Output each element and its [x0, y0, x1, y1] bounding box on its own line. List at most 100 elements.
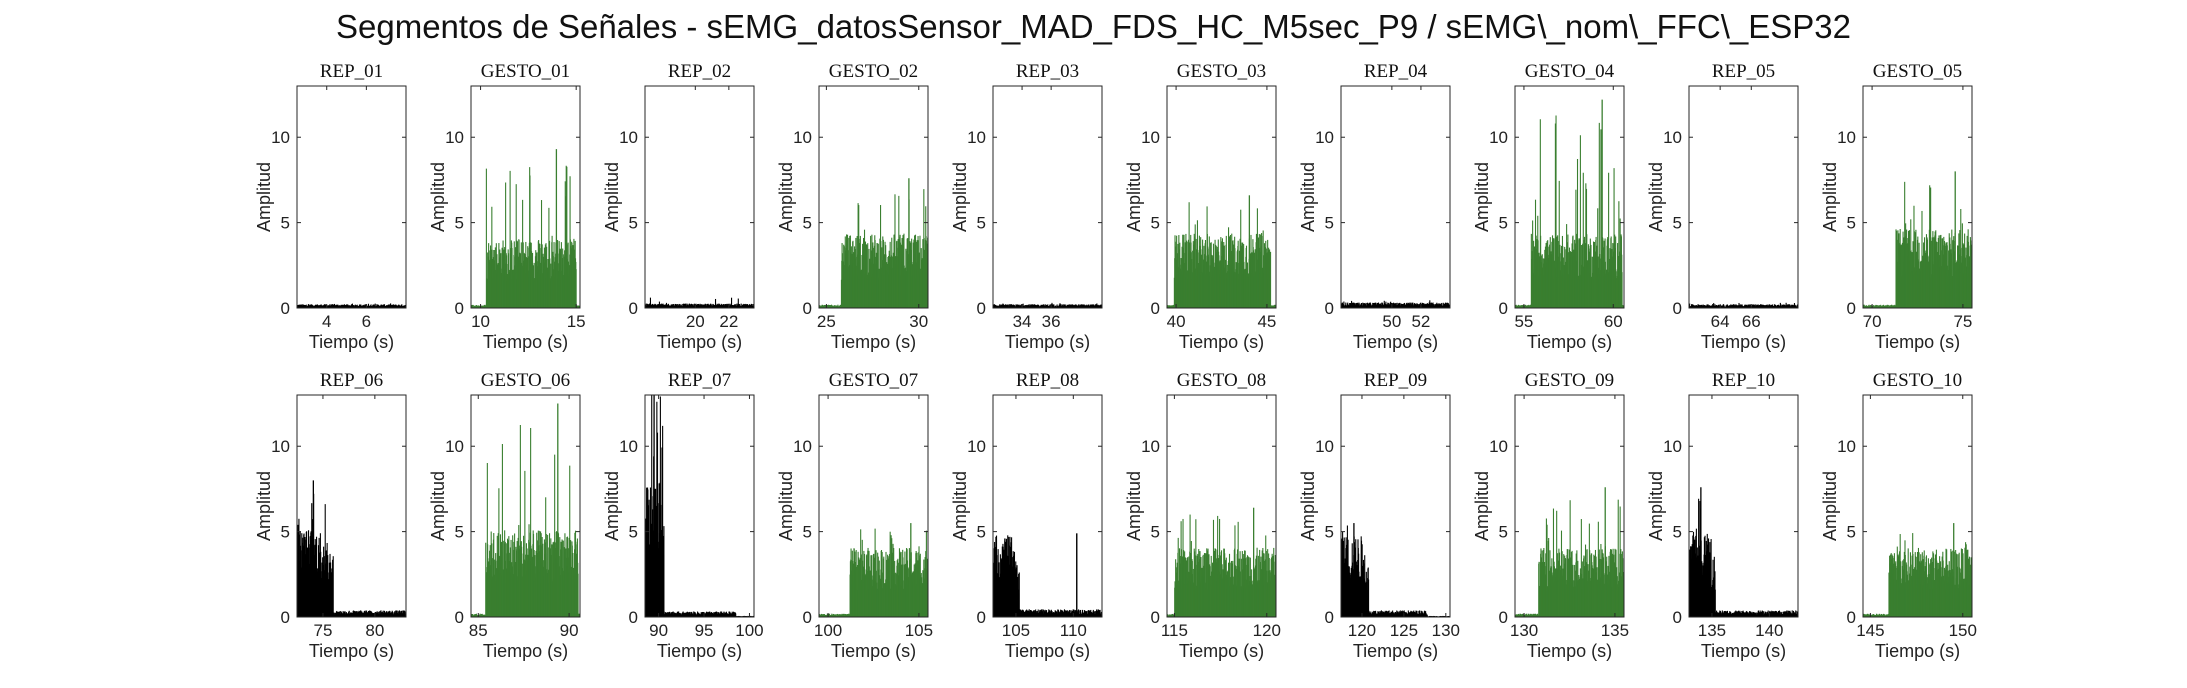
x-axis-label: Tiempo (s)	[1353, 332, 1438, 352]
y-axis-label: Amplitud	[428, 162, 448, 232]
x-tick-label: 75	[313, 621, 332, 640]
y-axis-label: Amplitud	[602, 471, 622, 541]
signal-series	[993, 302, 1102, 308]
y-tick-label: 0	[281, 608, 290, 627]
y-tick-label: 10	[271, 128, 290, 147]
x-tick-label: 64	[1711, 312, 1730, 331]
x-tick-label: 66	[1742, 312, 1761, 331]
y-axis-label: Amplitud	[1646, 162, 1666, 232]
x-tick-label: 70	[1863, 312, 1882, 331]
x-axis-label: Tiempo (s)	[309, 641, 394, 661]
y-axis-label: Amplitud	[1820, 162, 1840, 232]
y-tick-label: 10	[1837, 128, 1856, 147]
y-tick-label: 5	[977, 214, 986, 233]
y-tick-label: 0	[629, 299, 638, 318]
y-tick-label: 0	[1325, 299, 1334, 318]
x-tick-label: 40	[1167, 312, 1186, 331]
y-tick-label: 10	[793, 128, 812, 147]
y-tick-label: 5	[629, 523, 638, 542]
axes-box	[818, 85, 929, 309]
subplot-title: REP_04	[1364, 61, 1428, 82]
signal-series	[471, 403, 580, 617]
y-tick-label: 0	[629, 608, 638, 627]
signal-series	[1341, 300, 1450, 308]
signal-series	[1863, 171, 1972, 308]
y-tick-label: 0	[281, 299, 290, 318]
subplot-title: GESTO_05	[1873, 61, 1962, 82]
subplot-title: REP_03	[1016, 61, 1079, 82]
signal-series	[645, 297, 754, 308]
x-tick-label: 36	[1042, 312, 1061, 331]
axes-box	[1688, 85, 1799, 309]
x-tick-label: 34	[1013, 312, 1032, 331]
subplot-title: GESTO_03	[1177, 61, 1266, 82]
subplot-title: REP_01	[320, 61, 383, 82]
x-tick-label: 10	[471, 312, 490, 331]
subplot-title: REP_05	[1712, 61, 1775, 82]
y-tick-label: 0	[803, 299, 812, 318]
y-tick-label: 0	[1673, 299, 1682, 318]
x-tick-label: 25	[817, 312, 836, 331]
x-axis-label: Tiempo (s)	[831, 332, 916, 352]
signal-series	[297, 480, 406, 617]
y-tick-label: 0	[1499, 299, 1508, 318]
x-tick-label: 55	[1514, 312, 1533, 331]
y-axis-label: Amplitud	[1124, 162, 1144, 232]
x-tick-label: 4	[322, 312, 331, 331]
x-axis-label: Tiempo (s)	[1527, 332, 1612, 352]
x-axis-label: Tiempo (s)	[309, 332, 394, 352]
y-tick-label: 5	[455, 214, 464, 233]
y-axis-label: Amplitud	[776, 162, 796, 232]
y-tick-label: 5	[1847, 214, 1856, 233]
axes-box	[1862, 85, 1973, 309]
y-tick-label: 5	[281, 523, 290, 542]
subplot-title: GESTO_04	[1525, 61, 1615, 82]
y-tick-label: 0	[1151, 299, 1160, 318]
x-axis-label: Tiempo (s)	[657, 641, 742, 661]
signal-series	[471, 149, 580, 308]
y-tick-label: 10	[1663, 128, 1682, 147]
signal-series	[297, 303, 406, 308]
y-tick-label: 10	[1141, 128, 1160, 147]
subplot-title: GESTO_07	[829, 370, 918, 391]
x-axis-label: Tiempo (s)	[483, 641, 568, 661]
y-axis-label: Amplitud	[950, 162, 970, 232]
y-tick-label: 5	[455, 523, 464, 542]
axes-box	[296, 394, 407, 618]
x-tick-label: 20	[686, 312, 705, 331]
x-tick-label: 50	[1382, 312, 1401, 331]
x-tick-label: 30	[909, 312, 928, 331]
y-tick-label: 0	[977, 299, 986, 318]
x-axis-label: Tiempo (s)	[1005, 332, 1090, 352]
y-axis-label: Amplitud	[254, 162, 274, 232]
subplot-title: GESTO_01	[481, 61, 570, 82]
y-tick-label: 10	[445, 128, 464, 147]
x-axis-label: Tiempo (s)	[1875, 332, 1960, 352]
y-tick-label: 10	[1315, 128, 1334, 147]
x-tick-label: 6	[362, 312, 371, 331]
x-axis-label: Tiempo (s)	[1179, 332, 1264, 352]
x-tick-label: 45	[1257, 312, 1276, 331]
x-tick-label: 90	[649, 621, 668, 640]
y-tick-label: 0	[1847, 299, 1856, 318]
axes-box	[1514, 85, 1625, 309]
x-tick-label: 95	[695, 621, 714, 640]
signal-series	[819, 523, 928, 617]
x-axis-label: Tiempo (s)	[483, 332, 568, 352]
axes-box	[644, 394, 755, 618]
y-tick-label: 5	[1325, 214, 1334, 233]
y-axis-label: Amplitud	[428, 471, 448, 541]
y-tick-label: 10	[619, 437, 638, 456]
y-tick-label: 5	[1673, 214, 1682, 233]
